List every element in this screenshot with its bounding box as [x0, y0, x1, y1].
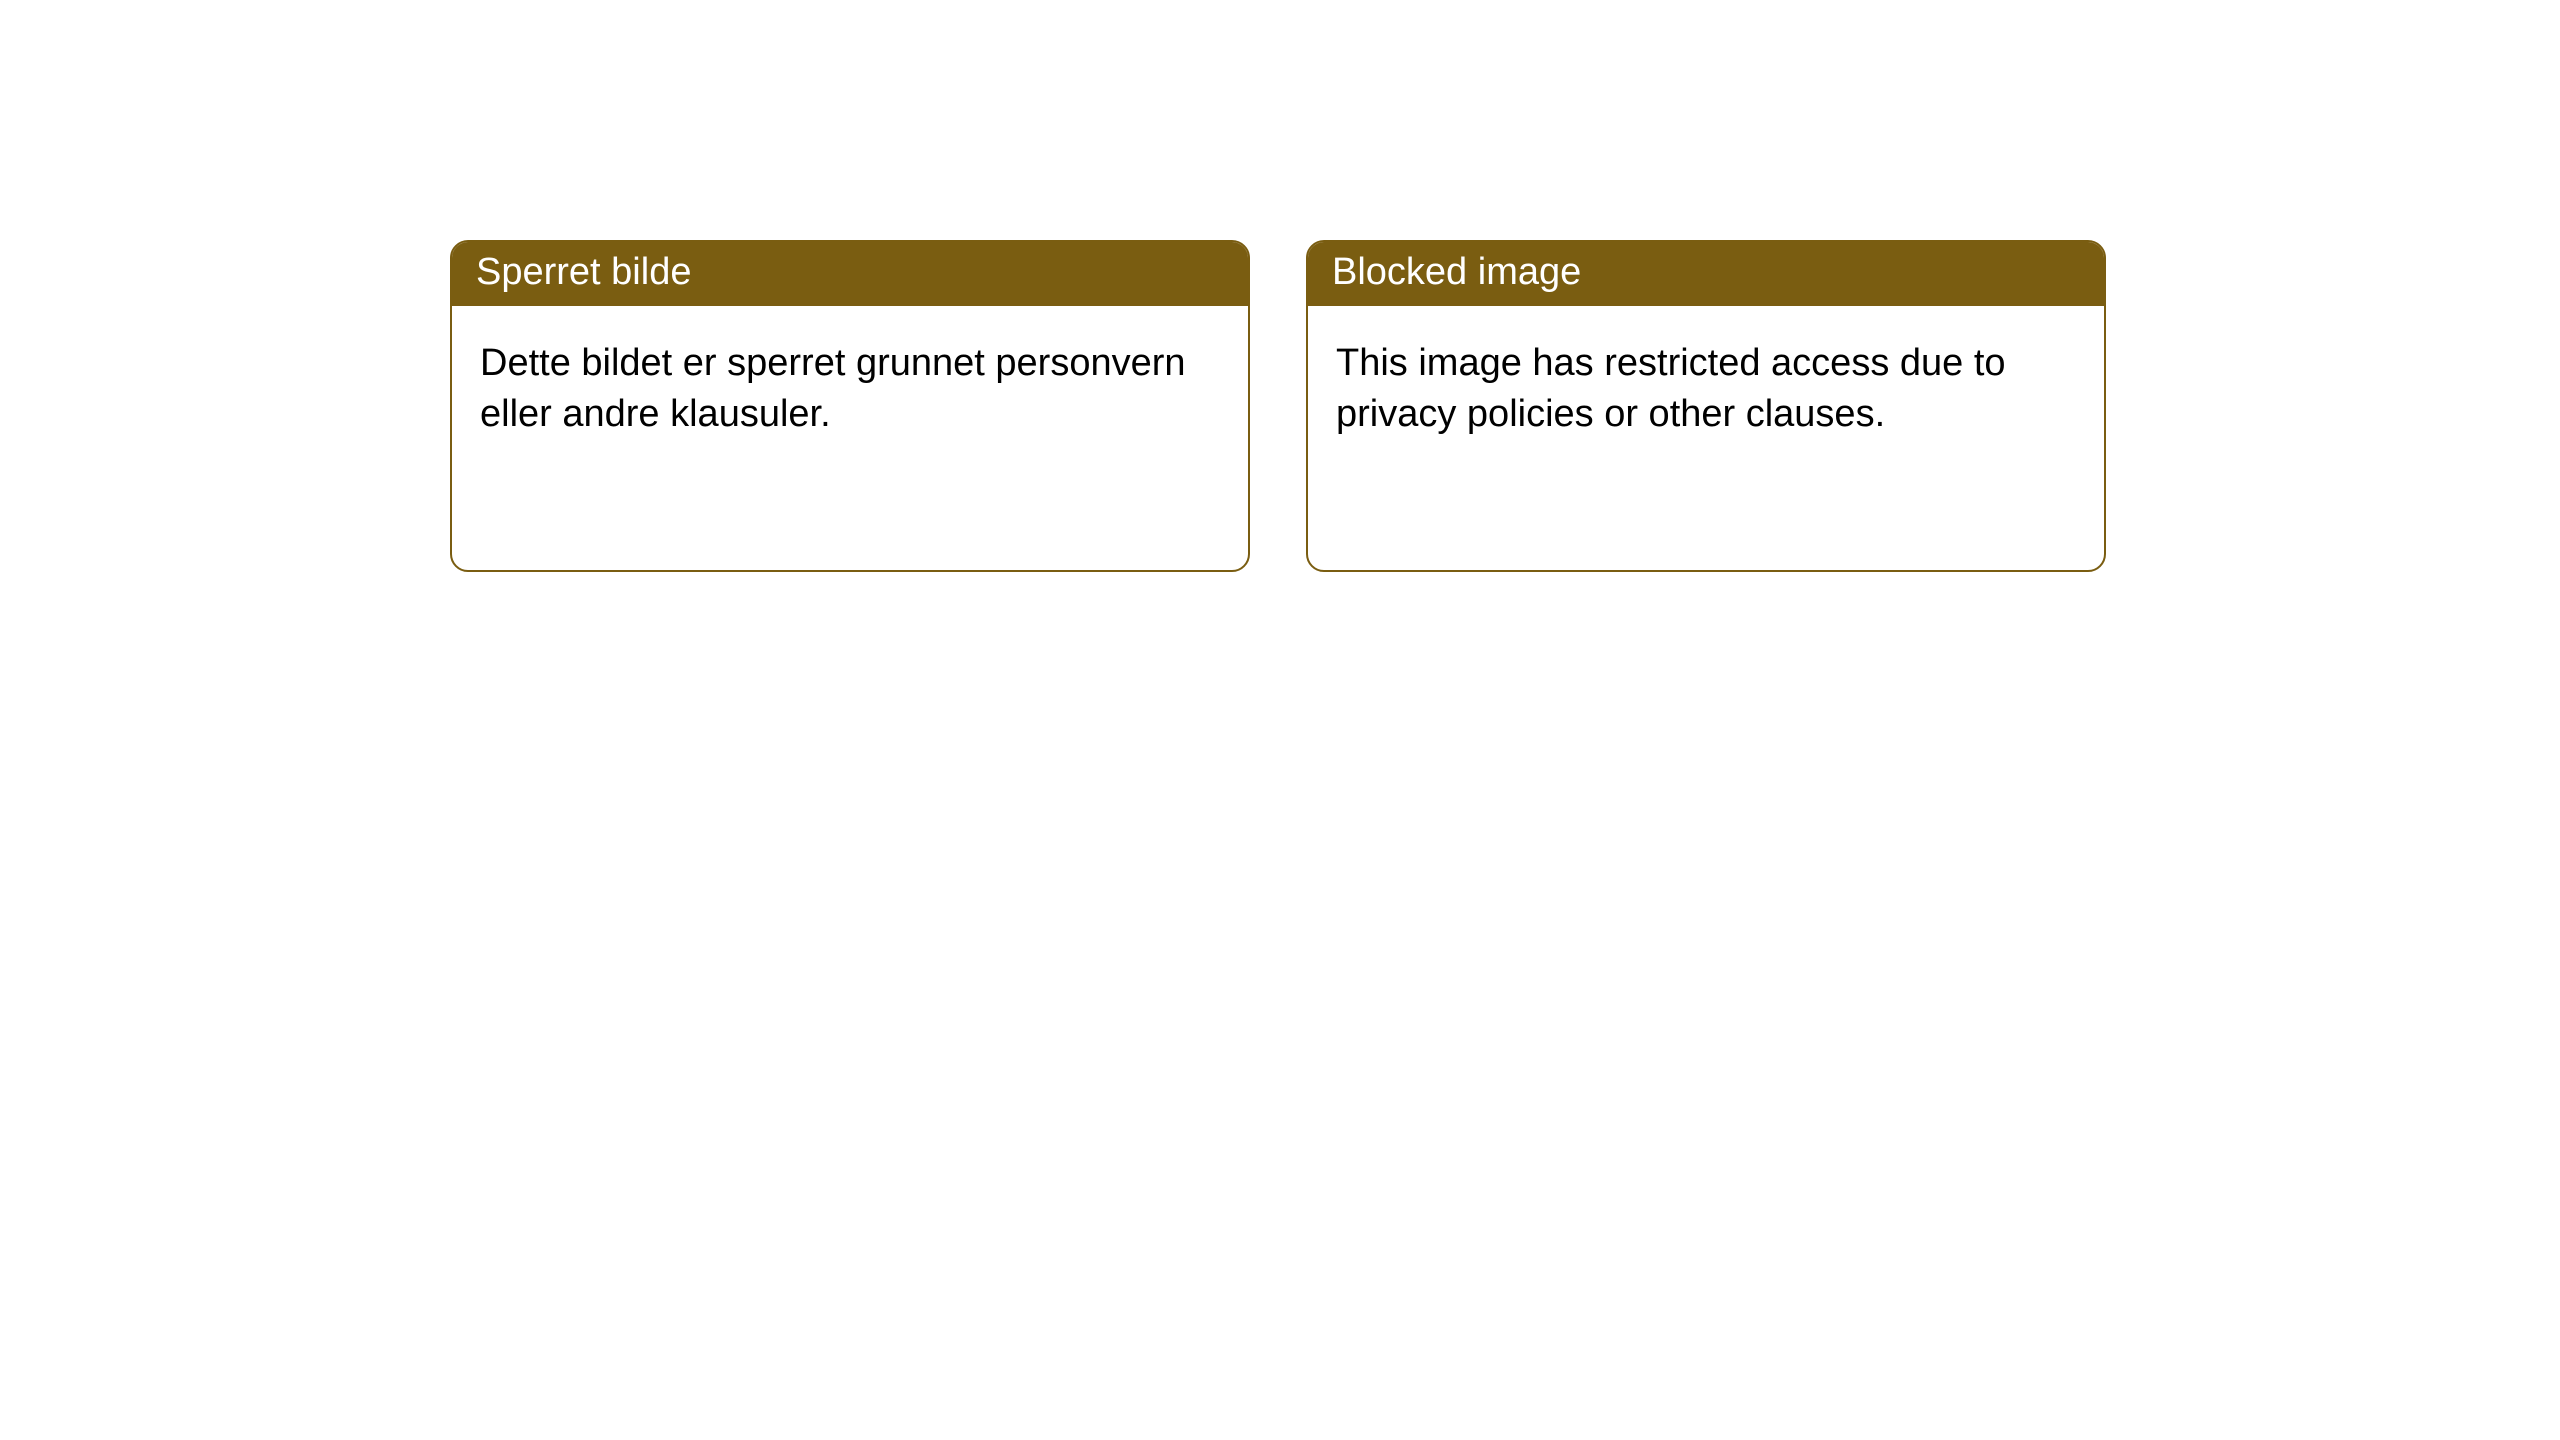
- notice-card-english: Blocked image This image has restricted …: [1306, 240, 2106, 572]
- card-header: Blocked image: [1308, 242, 2104, 306]
- card-header: Sperret bilde: [452, 242, 1248, 306]
- card-body-text: Dette bildet er sperret grunnet personve…: [480, 342, 1186, 435]
- card-body: This image has restricted access due to …: [1308, 306, 2104, 473]
- notice-card-norwegian: Sperret bilde Dette bildet er sperret gr…: [450, 240, 1250, 572]
- card-title: Sperret bilde: [476, 251, 691, 293]
- card-title: Blocked image: [1332, 251, 1581, 293]
- card-body-text: This image has restricted access due to …: [1336, 342, 2006, 435]
- card-body: Dette bildet er sperret grunnet personve…: [452, 306, 1248, 473]
- notice-container: Sperret bilde Dette bildet er sperret gr…: [0, 0, 2560, 572]
